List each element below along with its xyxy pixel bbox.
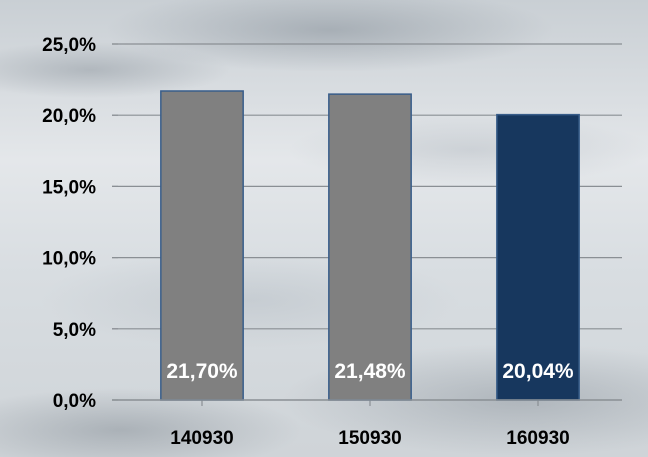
data-label-160930: 20,04% — [502, 360, 574, 383]
category-label-150930: 150930 — [338, 428, 401, 449]
y-tick-label: 5,0% — [53, 320, 96, 341]
category-label-160930: 160930 — [506, 428, 569, 449]
x-axis-category-labels: 140930 150930 160930 — [170, 428, 569, 449]
bar-140930 — [160, 90, 244, 401]
y-tick-label: 15,0% — [42, 177, 96, 198]
data-label-140930: 21,70% — [166, 360, 238, 383]
y-tick-label: 10,0% — [42, 249, 96, 270]
y-tick-label: 0,0% — [53, 391, 96, 412]
category-label-140930: 140930 — [170, 428, 233, 449]
data-label-150930: 21,48% — [334, 360, 406, 383]
bars — [160, 90, 580, 401]
bar-150930 — [328, 93, 412, 401]
bar-160930 — [496, 113, 580, 401]
y-axis-tick-labels: 0,0% 5,0% 10,0% 15,0% 20,0% 25,0% — [42, 35, 96, 412]
y-tick-label: 20,0% — [42, 106, 96, 127]
y-tick-label: 25,0% — [42, 35, 96, 56]
data-labels: 21,70% 21,48% 20,04% — [166, 360, 574, 383]
